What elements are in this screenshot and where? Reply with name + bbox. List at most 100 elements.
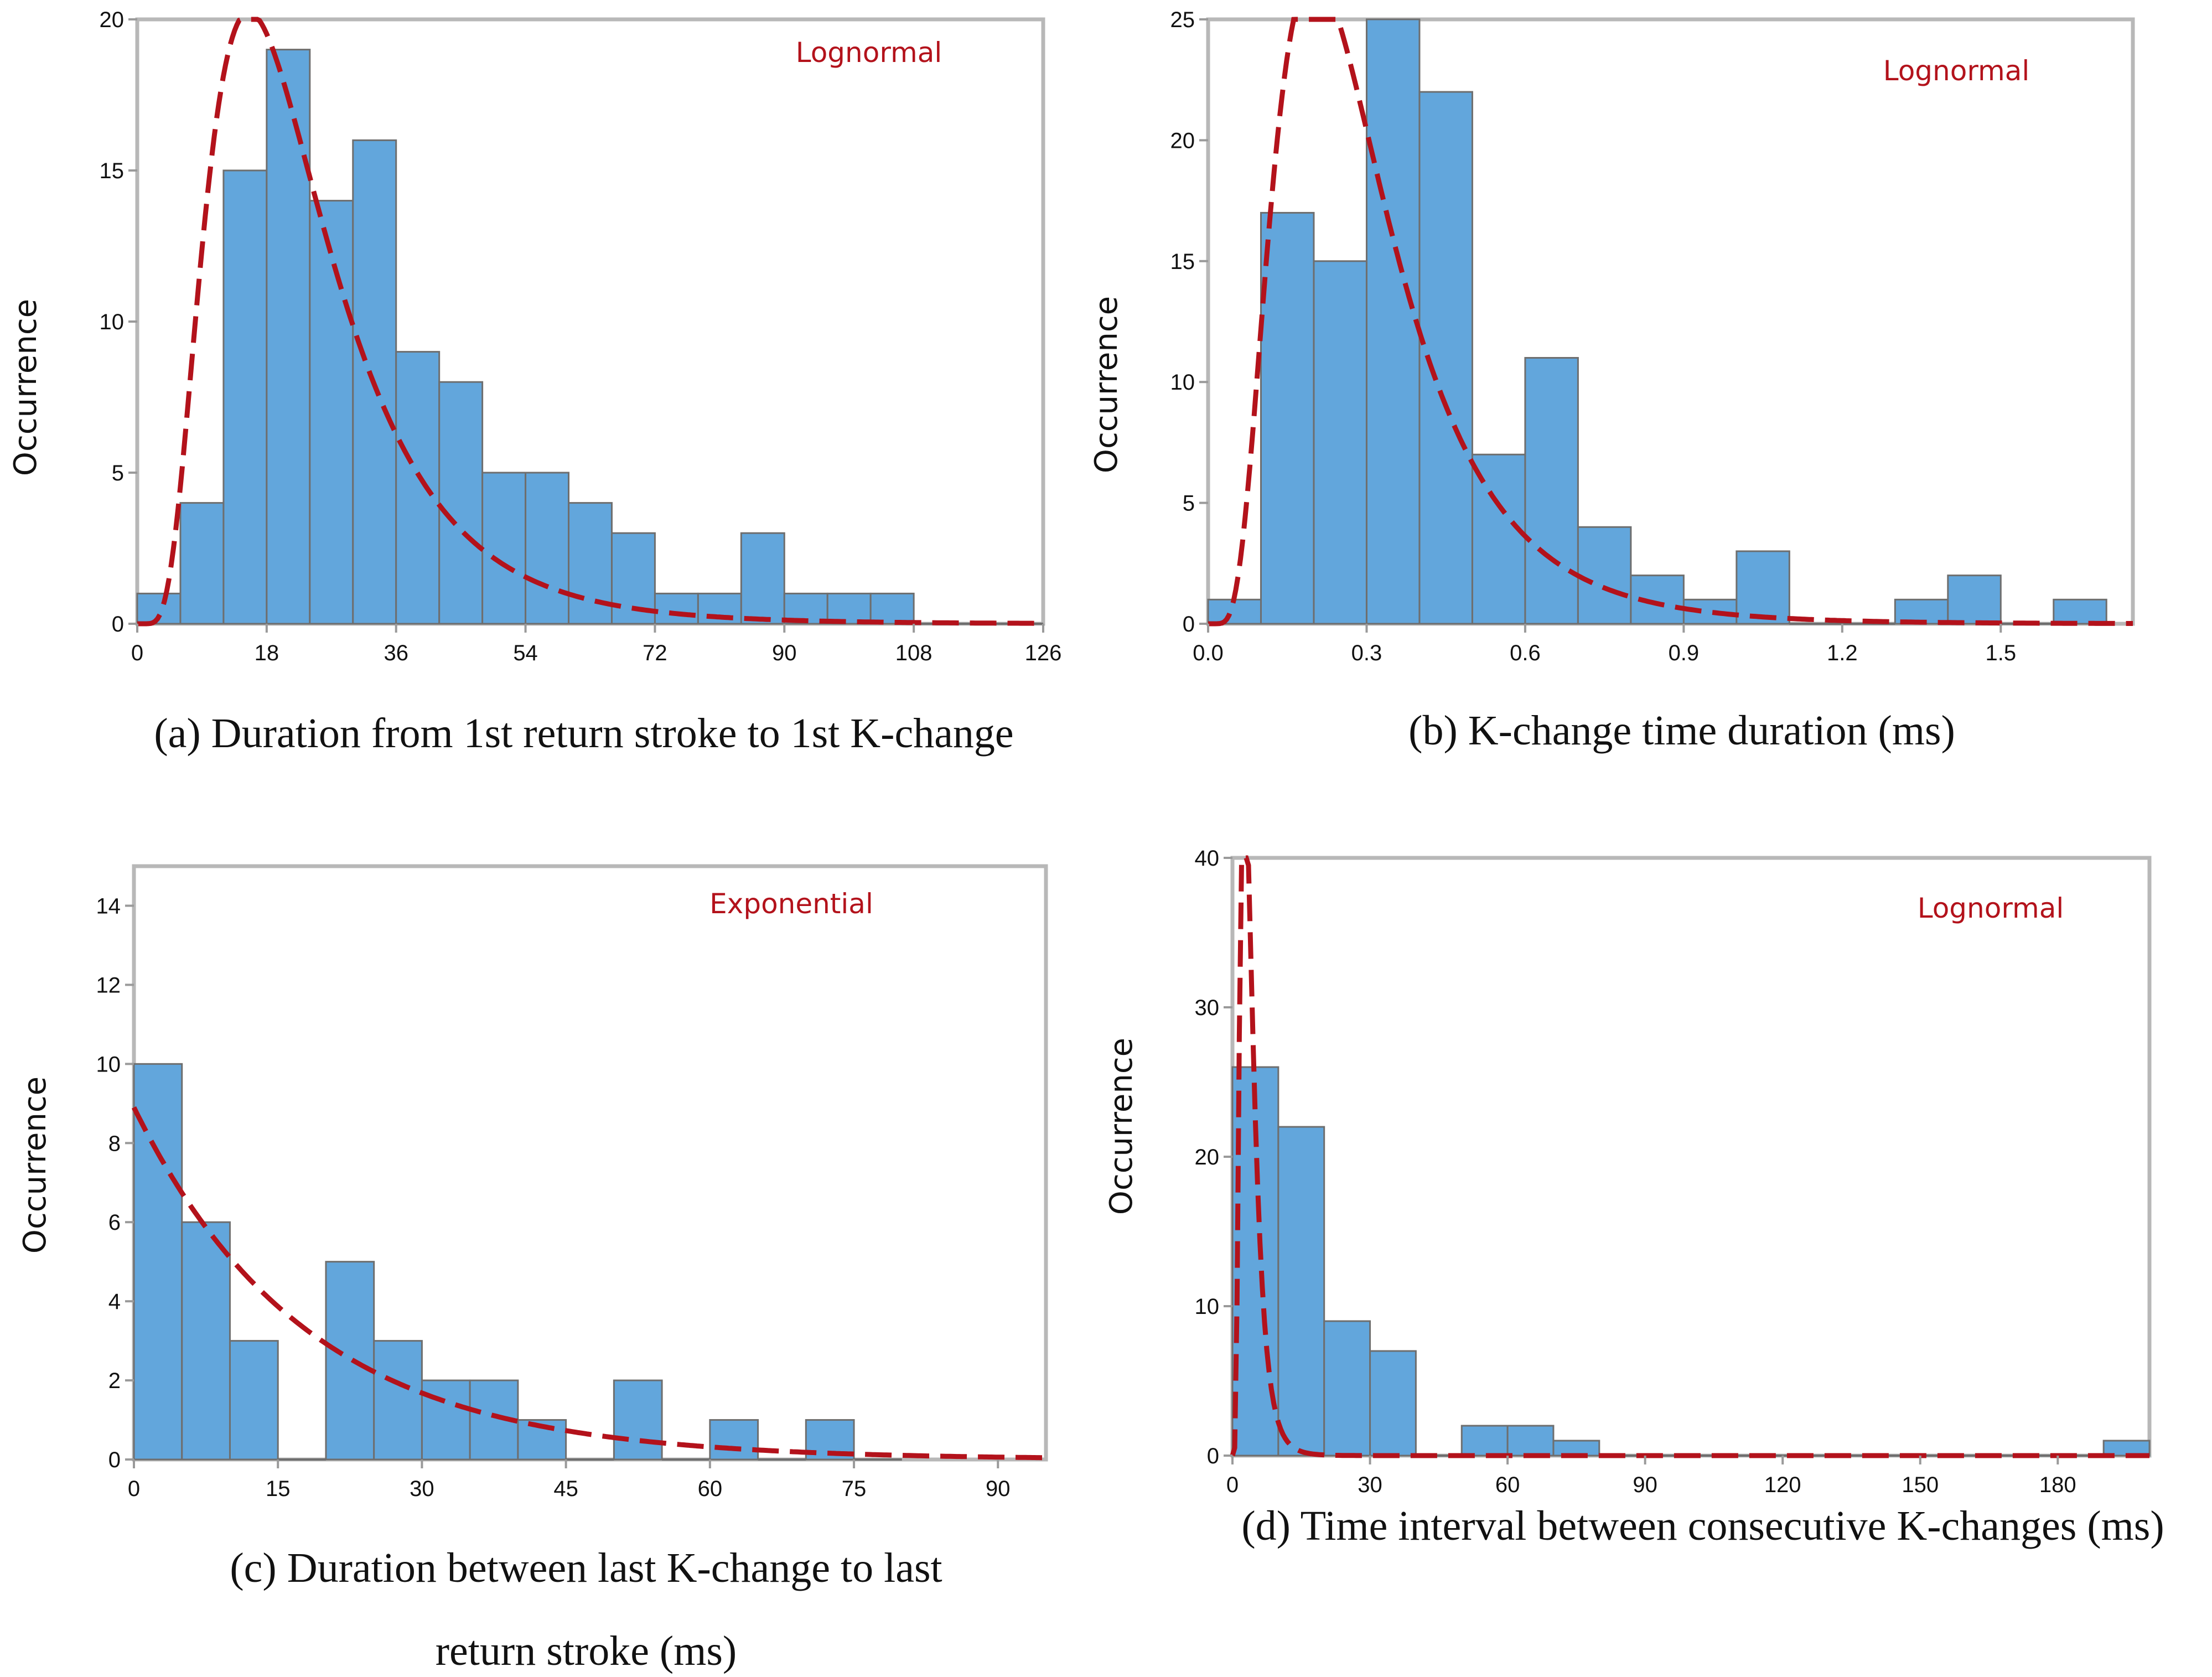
y-tick-label: 10 — [1195, 1295, 1220, 1319]
histogram-bar — [1524, 357, 1579, 625]
y-tick-label: 20 — [100, 8, 125, 32]
histogram-bar — [1460, 1425, 1509, 1457]
x-tick-label: 0.9 — [1669, 641, 1700, 665]
histogram-bar — [325, 1261, 375, 1461]
y-tick-label: 8 — [108, 1131, 121, 1156]
x-tick-label: 150 — [1902, 1473, 1939, 1497]
fit-curve — [137, 17, 1043, 627]
y-tick-label: 10 — [100, 310, 125, 334]
y-tick-label: 30 — [1195, 996, 1220, 1020]
y-tick-label: 0 — [1183, 612, 1195, 636]
histogram-bar — [1365, 18, 1421, 625]
x-tick-label: 0 — [131, 641, 143, 665]
y-axis-label: Occurrence — [1104, 1038, 1139, 1215]
y-tick-label: 20 — [1195, 1145, 1220, 1169]
x-tick-label: 126 — [1025, 641, 1062, 665]
x-tick-label: 90 — [772, 641, 797, 665]
fit-curve — [131, 1106, 1047, 1461]
histogram-bar — [266, 49, 311, 625]
y-tick-label: 0 — [1207, 1444, 1219, 1468]
histogram-bar — [395, 351, 441, 625]
x-tick-label: 72 — [643, 641, 667, 665]
chart-panel-b: 0.0 0.3 0.6 0.9 1.2 1.5 0 5 10 15 20 25 Occurrence Lo… — [1089, 8, 2135, 754]
y-axis-label: Occurrence — [8, 299, 44, 476]
x-tick-label: 30 — [1358, 1473, 1382, 1497]
panel-caption: (b) K-change time duration (ms) — [1408, 707, 1955, 754]
y-axis-label: Occurrence — [17, 1076, 53, 1254]
y-tick-label: 20 — [1170, 128, 1195, 153]
panel-caption: return stroke (ms) — [436, 1628, 737, 1674]
y-tick-label: 10 — [96, 1052, 121, 1076]
histogram-bar — [1577, 526, 1632, 625]
x-tick-label: 0 — [128, 1477, 140, 1501]
x-tick-label: 18 — [255, 641, 279, 665]
chart-panel-c: 0 15 30 45 60 75 90 0 2 4 6 8 10 12 14 Occurrence Expone… — [17, 864, 1048, 1674]
x-tick-label: 60 — [1495, 1473, 1520, 1497]
x-tick-label: 60 — [698, 1477, 723, 1501]
x-tick-label: 90 — [1633, 1473, 1657, 1497]
histogram-bar — [740, 532, 785, 625]
chart-panel-a: 0 18 36 54 72 90 108 126 0 5 10 15 20 Occurrence Logno… — [8, 8, 1061, 757]
histogram-bar — [1277, 1126, 1325, 1457]
y-tick-label: 6 — [108, 1210, 121, 1235]
histogram-bar — [1736, 550, 1790, 625]
x-tick-label: 15 — [266, 1477, 291, 1501]
y-tick-label: 40 — [1195, 846, 1220, 871]
y-tick-label: 5 — [112, 461, 124, 485]
histogram-bar — [709, 1419, 759, 1461]
chart-panel-d: 0 30 60 90 120 150 180 0 10 20 30 40 Occurrence Logno… — [1104, 846, 2164, 1549]
x-tick-label: 30 — [410, 1477, 434, 1501]
x-tick-label: 36 — [384, 641, 408, 665]
histogram-bar — [1323, 1320, 1371, 1457]
x-tick-label: 180 — [2039, 1473, 2076, 1497]
histogram-bar — [2053, 598, 2107, 625]
y-tick-label: 2 — [108, 1369, 121, 1393]
distribution-label: Lognormal — [1918, 892, 2064, 924]
y-tick-label: 4 — [108, 1290, 121, 1314]
x-tick-label: 108 — [895, 641, 933, 665]
panel-caption: (c) Duration between last K-change to la… — [230, 1545, 942, 1591]
histogram-bar — [525, 472, 570, 625]
y-axis-label: Occurrence — [1089, 296, 1125, 473]
x-tick-label: 1.2 — [1827, 641, 1858, 665]
histogram-bar — [1313, 260, 1367, 625]
panel-caption: (a) Duration from 1st return stroke to 1… — [154, 710, 1013, 757]
y-tick-label: 14 — [96, 894, 121, 918]
histogram-bar — [438, 381, 484, 625]
x-tick-label: 54 — [513, 641, 538, 665]
histogram-bar — [826, 592, 872, 625]
histogram-bar — [1207, 598, 1262, 625]
x-tick-label: 1.5 — [1985, 641, 2016, 665]
y-tick-label: 0 — [108, 1448, 121, 1472]
histogram-bar — [654, 592, 699, 625]
histogram-bar — [869, 592, 915, 625]
y-tick-label: 0 — [112, 612, 124, 636]
y-tick-label: 25 — [1170, 8, 1195, 32]
histogram-bar — [222, 169, 268, 625]
x-tick-label: 0 — [1226, 1473, 1239, 1497]
histogram-bar — [1506, 1425, 1555, 1457]
histogram-bar — [1947, 574, 2002, 625]
y-tick-label: 12 — [96, 973, 121, 997]
histogram-bar — [181, 1221, 231, 1461]
panel-caption: (d) Time interval between consecutive K-… — [1241, 1503, 2164, 1549]
y-tick-label: 10 — [1170, 370, 1195, 395]
fit-curve — [1230, 855, 2149, 1458]
histogram-bar — [1369, 1350, 1417, 1457]
histogram-bar — [179, 502, 225, 625]
histogram-bar — [481, 472, 527, 625]
x-tick-label: 0.3 — [1351, 641, 1382, 665]
x-tick-label: 0.6 — [1510, 641, 1541, 665]
histogram-bar — [229, 1340, 279, 1461]
distribution-label: Lognormal — [1883, 55, 2030, 87]
histogram-bar — [133, 1063, 183, 1461]
fit-curve — [1208, 17, 2133, 627]
y-tick-label: 15 — [1170, 250, 1195, 274]
y-tick-label: 5 — [1183, 491, 1195, 516]
y-tick-label: 15 — [100, 159, 125, 183]
x-tick-label: 45 — [553, 1477, 578, 1501]
histogram-bar — [421, 1379, 471, 1461]
histogram-bar — [1260, 211, 1315, 625]
distribution-label: Lognormal — [796, 37, 942, 69]
